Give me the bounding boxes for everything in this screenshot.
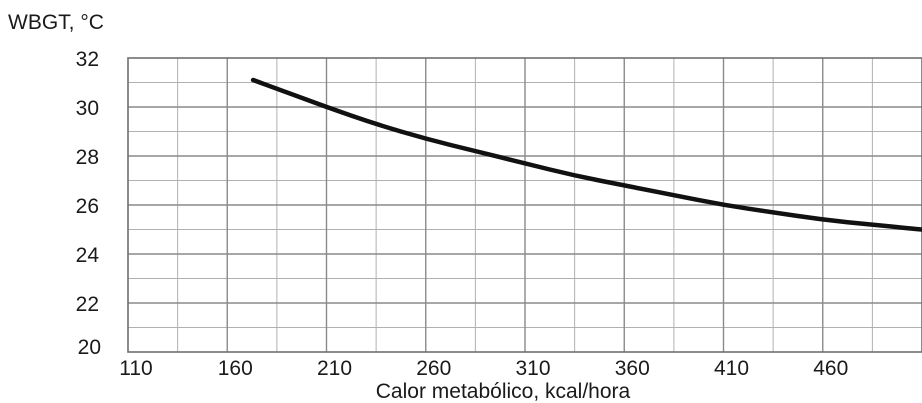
- y-axis-label: WBGT, °C: [8, 11, 104, 34]
- series-line: [250, 77, 922, 232]
- x-tick-label: 410: [714, 357, 749, 380]
- x-tick-label: 360: [615, 357, 650, 380]
- y-tick-label: 20: [78, 336, 101, 359]
- x-tick-label: 210: [317, 357, 352, 380]
- y-tick-label: 22: [76, 293, 99, 316]
- plot-frame: [127, 57, 922, 353]
- y-tick-label: 32: [76, 48, 99, 71]
- y-tick-label: 24: [76, 244, 100, 267]
- tick-label-layer: 110 160 210 260 310 360 410 460 20 22 24 26 28 30 32: [76, 48, 849, 380]
- x-tick-label: 110: [119, 357, 152, 380]
- x-tick-label: 260: [416, 357, 451, 380]
- grid-layer: [128, 58, 922, 352]
- x-tick-label: 310: [515, 357, 550, 380]
- y-tick-label: 26: [76, 195, 99, 218]
- x-axis-label: Calor metabólico, kcal/hora: [376, 380, 631, 403]
- y-tick-label: 28: [76, 146, 99, 169]
- x-tick-label: 460: [813, 357, 848, 380]
- y-tick-label: 30: [76, 97, 99, 120]
- series-layer: [250, 77, 922, 232]
- x-tick-label: 160: [218, 357, 253, 380]
